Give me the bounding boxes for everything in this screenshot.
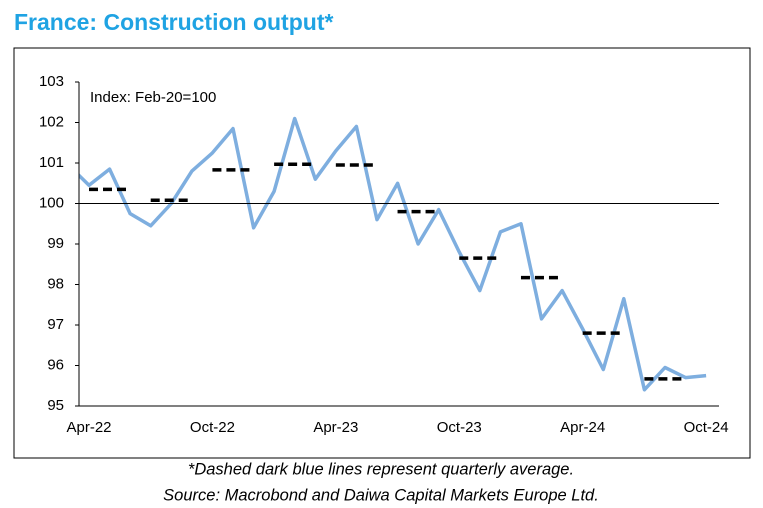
footnote: Source: Macrobond and Daiwa Capital Mark… (163, 486, 599, 504)
x-tick-label: Apr-24 (560, 419, 605, 436)
y-tick-label: 100 (39, 194, 64, 211)
x-tick-label: Apr-23 (313, 419, 358, 436)
y-tick-label: 101 (39, 154, 64, 171)
annotation: Index: Feb-20=100 (90, 89, 216, 106)
plot-area (79, 116, 707, 392)
y-tick-label: 99 (47, 235, 64, 252)
x-tick-label: Apr-22 (66, 419, 111, 436)
x-tick-label: Oct-23 (437, 419, 482, 436)
chart-title: France: Construction output* (14, 9, 333, 35)
y-tick-label: 102 (39, 113, 64, 130)
x-tick-label: Oct-22 (190, 419, 235, 436)
y-tick-label: 97 (47, 316, 64, 333)
chart-frame (13, 47, 751, 459)
y-tick-label: 95 (47, 397, 64, 414)
footnote: *Dashed dark blue lines represent quarte… (188, 460, 574, 478)
y-tick-label: 98 (47, 275, 64, 292)
y-tick-label: 96 (47, 356, 64, 373)
y-tick-label: 103 (39, 73, 64, 90)
x-tick-label: Oct-24 (684, 419, 729, 436)
series-line (79, 116, 707, 392)
